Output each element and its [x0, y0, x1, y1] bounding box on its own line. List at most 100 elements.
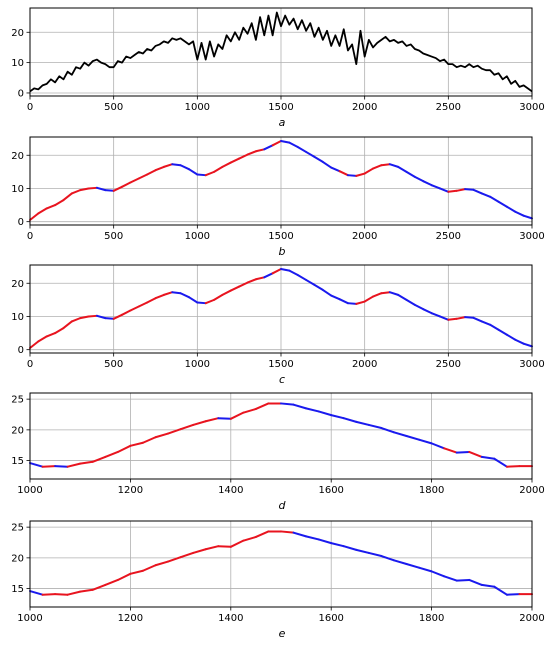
line-segment-blue: [317, 538, 333, 545]
series-line: [29, 11, 533, 93]
line-segment-blue: [104, 317, 115, 320]
line-segment-red: [154, 165, 165, 172]
line-segment-blue: [296, 273, 308, 281]
x-tick-label: 2500: [436, 359, 461, 370]
line-segment-blue: [388, 291, 400, 296]
line-segment-blue: [342, 417, 358, 423]
line-segment-blue: [380, 427, 395, 434]
x-tick-label: 1000: [17, 613, 42, 624]
line-segment-red: [112, 313, 124, 320]
line-segment-blue: [472, 188, 483, 195]
line-segment-red: [204, 170, 216, 177]
panel-label: e: [279, 627, 286, 640]
line-segment-blue: [438, 187, 450, 193]
panel-label: c: [279, 373, 285, 386]
line-segment-red: [254, 148, 266, 153]
line-segment-blue: [480, 583, 496, 588]
line-segment-red: [146, 297, 157, 304]
line-segment-red: [246, 150, 257, 156]
x-tick-label: 1200: [118, 613, 143, 624]
line-segment-red: [121, 309, 132, 316]
line-segment-red: [229, 157, 241, 164]
line-segment-red: [91, 583, 107, 591]
line-segment-blue: [346, 302, 358, 305]
line-segment-red: [217, 545, 232, 548]
line-segment-red: [91, 455, 107, 463]
x-tick-label: 1600: [318, 613, 343, 624]
line-segment-blue: [179, 164, 190, 171]
line-segment-blue: [405, 298, 416, 306]
line-segment-blue: [217, 417, 232, 420]
line-segment-blue: [489, 195, 500, 203]
line-segment-blue: [330, 294, 341, 301]
line-segment-blue: [330, 542, 345, 548]
line-segment-red: [54, 593, 69, 596]
line-segment-red: [154, 432, 170, 439]
line-segment-red: [129, 569, 144, 575]
line-segment-blue: [418, 438, 433, 445]
x-tick-label: 500: [104, 359, 123, 370]
panel-c: 0 500 1000 1500 2000 2500 3000 0 10 20 c: [11, 264, 545, 386]
line-segment-blue: [305, 407, 320, 413]
y-tick-label: 10: [11, 312, 24, 323]
line-segment-red: [254, 402, 270, 410]
x-tick-label: 0: [27, 359, 33, 370]
line-segment-red: [54, 199, 65, 207]
line-segment-red: [104, 578, 119, 586]
line-segment-blue: [493, 457, 508, 468]
line-segment-blue: [346, 174, 358, 177]
line-segment-red: [37, 335, 48, 343]
line-segment-blue: [196, 301, 207, 305]
line-segment-blue: [392, 559, 408, 565]
y-tick-label: 0: [18, 345, 24, 356]
line-segment-blue: [288, 141, 299, 148]
plot-frame: [29, 520, 533, 608]
line-segment-red: [455, 316, 467, 320]
line-segment-blue: [464, 316, 475, 319]
line-segment-red: [447, 189, 458, 193]
y-tick-label: 20: [11, 28, 24, 39]
line-segment-blue: [430, 570, 446, 578]
line-segment-red: [229, 539, 245, 548]
line-segment-red: [70, 317, 82, 323]
line-segment-blue: [280, 267, 291, 272]
line-segment-red: [154, 293, 165, 300]
line-segment-red: [238, 153, 249, 160]
line-segment-blue: [317, 410, 333, 417]
x-tick-label: 1000: [185, 359, 210, 370]
line-segment-blue: [505, 205, 517, 213]
line-segment-red: [363, 295, 375, 303]
line-segment-blue: [514, 338, 525, 345]
line-segment-red: [213, 165, 224, 173]
x-tick-label: 2000: [352, 102, 377, 113]
line-segment-red: [129, 177, 140, 184]
line-segment-red: [41, 593, 57, 596]
line-segment-blue: [418, 566, 433, 573]
x-tick-label: 2000: [519, 485, 544, 496]
line-segment-red: [66, 462, 82, 468]
line-segment-red: [37, 207, 48, 215]
panel-label: a: [279, 116, 286, 129]
line-segment-blue: [514, 210, 525, 217]
line-segment-blue: [104, 189, 115, 192]
line-segment-red: [116, 444, 132, 453]
line-segment-red: [447, 317, 458, 321]
line-segment-red: [116, 572, 132, 581]
line-segment-blue: [367, 551, 383, 558]
line-segment-red: [455, 188, 467, 192]
line-segment-red: [213, 293, 224, 301]
line-segment-red: [154, 560, 170, 567]
line-segment-blue: [472, 316, 483, 323]
line-segment-red: [112, 185, 124, 192]
line-segment-blue: [505, 333, 517, 341]
x-tick-label: 1800: [419, 613, 444, 624]
line-segment-red: [79, 315, 90, 320]
line-segment-red: [468, 450, 483, 458]
line-segment-red: [162, 163, 174, 168]
line-segment-blue: [430, 442, 446, 450]
y-tick-label: 0: [18, 217, 24, 228]
x-tick-label: 1500: [268, 102, 293, 113]
line-segment-blue: [292, 531, 308, 538]
